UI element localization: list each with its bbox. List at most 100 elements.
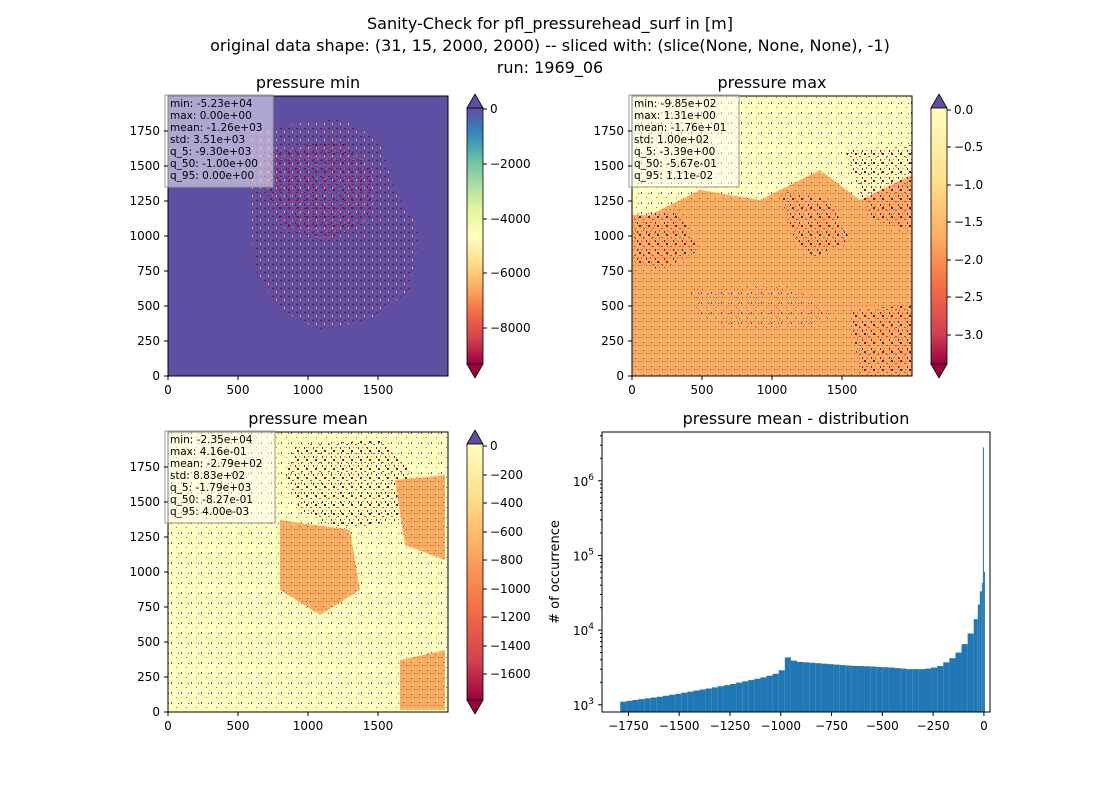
y-tick-label: 0 xyxy=(152,369,160,383)
y-axis-min: 0 250 500 750 1000 1250 1500 1750 xyxy=(129,124,168,383)
histogram-bar xyxy=(754,678,761,712)
x-axis-mean: 0 500 1000 1500 xyxy=(164,712,393,733)
histogram-bar xyxy=(717,686,724,712)
histogram-bar xyxy=(937,666,944,712)
y-tick-label: 250 xyxy=(137,334,160,348)
colorbar-extend-bottom xyxy=(466,363,484,379)
colorbar-tick-label: −2.0 xyxy=(954,253,983,267)
stat-line: max: 1.31e+00 xyxy=(634,110,716,122)
figure-title-line-3: run: 1969_06 xyxy=(497,58,603,78)
histogram-bar xyxy=(681,692,688,712)
x-tick-label: 1000 xyxy=(293,383,324,397)
histogram-bar xyxy=(967,633,974,712)
histogram-bar xyxy=(906,669,913,712)
y-tick-label: 500 xyxy=(137,299,160,313)
histogram-bar xyxy=(778,670,785,712)
y-tick-label: 106 xyxy=(573,473,594,489)
y-tick-label: 750 xyxy=(137,600,160,614)
colorbar-tick-label: 0 xyxy=(490,439,498,453)
histogram-bar xyxy=(876,667,883,712)
histogram-bar xyxy=(955,652,962,712)
y-tick-label: 1500 xyxy=(593,159,624,173)
panel-title-max: pressure max xyxy=(717,73,826,92)
stat-line: q_95: 0.00e+00 xyxy=(170,170,254,182)
colorbar-tick-label: 0 xyxy=(490,102,498,116)
histogram-bar xyxy=(711,687,718,712)
x-axis-min: 0 500 1000 1500 xyxy=(164,376,393,397)
x-tick-label: 1500 xyxy=(827,383,858,397)
colorbar-tick-label: −200 xyxy=(490,468,523,482)
colorbar-tick-label: −1000 xyxy=(490,582,531,596)
colorbar-tick-label: 0.0 xyxy=(954,103,973,117)
histogram-bar xyxy=(851,665,858,712)
histogram-bar xyxy=(870,666,877,712)
colorbar-tick-label: −1200 xyxy=(490,610,531,624)
histogram-bar xyxy=(620,701,627,712)
histogram-bar xyxy=(809,662,816,712)
colorbar-min: 0 −2000 −4000 −6000 −8000 xyxy=(466,93,531,379)
x-tick-label: −250 xyxy=(917,719,950,733)
histogram-bar xyxy=(918,669,925,712)
figure-title-line-2: original data shape: (31, 15, 2000, 2000… xyxy=(210,36,890,55)
x-tick-label: 500 xyxy=(227,719,250,733)
stat-line: std: 1.00e+02 xyxy=(634,134,709,146)
x-tick-label: 0 xyxy=(164,719,172,733)
panel-pressure-min: pressure min min: -5.23e+04 max: 0.00e+0… xyxy=(129,73,530,397)
histogram-x-axis: −1750 −1500 −1250 −1000 −750 −500 −250 0 xyxy=(608,712,988,733)
y-tick-label: 0 xyxy=(616,369,624,383)
colorbar-tick-label: −1400 xyxy=(490,639,531,653)
histogram-bar xyxy=(626,700,633,712)
histogram-bar xyxy=(790,660,798,712)
colorbar-tick-label: −1.0 xyxy=(954,178,983,192)
stats-box-bg xyxy=(164,430,276,524)
stat-line: min: -2.35e+04 xyxy=(170,434,253,446)
histogram-bar xyxy=(977,604,980,712)
panel-pressure-mean: pressure mean min: -2.35e+04 max: 4.16e-… xyxy=(129,409,530,733)
histogram-bar xyxy=(961,644,968,712)
stat-line: max: 4.16e-01 xyxy=(170,446,247,458)
histogram-bar xyxy=(973,619,978,712)
histogram-bar xyxy=(833,664,840,712)
histogram-ylabel: # of occurrence xyxy=(548,520,563,624)
x-tick-label: 0 xyxy=(164,383,172,397)
histogram-bar xyxy=(693,690,700,712)
y-tick-label: 1000 xyxy=(129,565,160,579)
histogram-y-axis: 103 104 105 106 xyxy=(573,435,602,713)
y-tick-label: 750 xyxy=(601,264,624,278)
histogram-bar xyxy=(845,665,852,712)
stat-line: q_50: -5.67e-01 xyxy=(634,158,717,170)
x-tick-label: −500 xyxy=(866,719,899,733)
histogram-bar xyxy=(748,680,755,712)
colorbar-extend-top xyxy=(466,93,484,109)
x-axis-max: 0 500 1000 1500 xyxy=(628,376,857,397)
stat-line: min: -9.85e+02 xyxy=(634,98,716,110)
histogram-bar xyxy=(912,669,919,712)
y-tick-label: 1500 xyxy=(129,159,160,173)
x-tick-label: −1000 xyxy=(760,719,801,733)
histogram-bar xyxy=(943,662,950,712)
colorbar-tick-label: −400 xyxy=(490,496,523,510)
y-tick-label: 500 xyxy=(601,299,624,313)
colorbar-tick-label: −4000 xyxy=(490,212,531,226)
y-tick-label: 103 xyxy=(573,697,594,713)
colorbar-tick-label: −1.5 xyxy=(954,215,983,229)
stat-line: q_50: -8.27e-01 xyxy=(170,494,253,506)
x-tick-label: 0 xyxy=(980,719,988,733)
colorbar-tick-label: −1600 xyxy=(490,667,531,681)
x-tick-label: −750 xyxy=(815,719,848,733)
map-image-min xyxy=(168,96,448,376)
y-tick-label: 1500 xyxy=(129,495,160,509)
y-tick-label: 105 xyxy=(573,547,594,563)
y-tick-label: 250 xyxy=(137,670,160,684)
histogram-bar xyxy=(981,582,983,712)
histogram-bar xyxy=(900,668,907,712)
panel-histogram: pressure mean - distribution −1750 −1500−… xyxy=(548,409,991,733)
histogram-bar xyxy=(803,662,810,712)
y-tick-label: 1000 xyxy=(593,229,624,243)
x-tick-label: 1500 xyxy=(363,719,394,733)
histogram-bar xyxy=(882,667,889,712)
histogram-bar xyxy=(784,657,791,712)
figure-title-line-1: Sanity-Check for pfl_pressurehead_surf i… xyxy=(367,14,733,34)
histogram-bar xyxy=(742,681,749,712)
